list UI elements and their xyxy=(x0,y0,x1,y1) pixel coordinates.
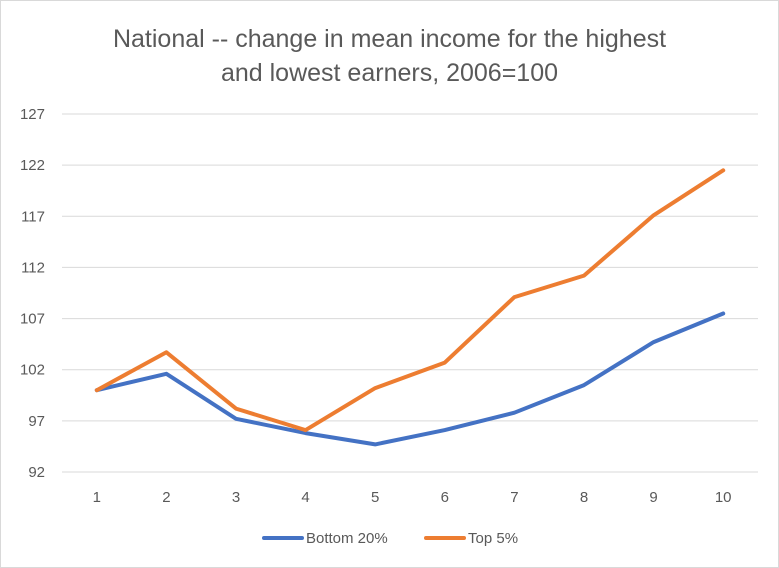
series-line-bottom-20 xyxy=(94,311,726,447)
y-tick-label: 127 xyxy=(20,106,45,123)
chart-title-line-1: National -- change in mean income for th… xyxy=(112,25,667,53)
y-axis-ticks: 92 97 102 107 112 117 122 127 xyxy=(20,106,45,481)
x-axis-ticks: 1 2 3 4 5 6 7 8 9 10 xyxy=(93,489,732,506)
y-tick-label: 97 xyxy=(28,413,45,430)
y-tick-label: 112 xyxy=(21,259,45,276)
y-tick-label: 117 xyxy=(21,208,45,225)
chart-title-line-2: and lowest earners, 2006=100 xyxy=(220,59,559,87)
x-tick-label: 6 xyxy=(441,489,449,506)
legend-label: Bottom 20% xyxy=(306,530,388,547)
gridlines xyxy=(62,113,758,422)
y-tick-label: 122 xyxy=(20,157,45,174)
series-line-top-5 xyxy=(94,168,726,433)
x-tick-label: 7 xyxy=(510,489,518,506)
legend: Bottom 20% Top 5% xyxy=(262,530,518,547)
x-tick-label: 10 xyxy=(715,489,732,506)
y-tick-label: 102 xyxy=(20,362,45,379)
x-tick-label: 4 xyxy=(301,489,309,506)
x-tick-label: 3 xyxy=(232,489,240,506)
x-tick-label: 9 xyxy=(649,489,657,506)
y-tick-label: 92 xyxy=(28,464,45,481)
x-tick-label: 1 xyxy=(93,489,101,506)
x-tick-label: 2 xyxy=(162,489,170,506)
x-tick-label: 8 xyxy=(580,489,588,506)
y-tick-label: 107 xyxy=(20,311,45,328)
x-tick-label: 5 xyxy=(371,489,379,506)
legend-label: Top 5% xyxy=(468,530,518,547)
chart-title: National -- change in mean income for th… xyxy=(0,22,779,90)
series-lines xyxy=(94,168,726,447)
